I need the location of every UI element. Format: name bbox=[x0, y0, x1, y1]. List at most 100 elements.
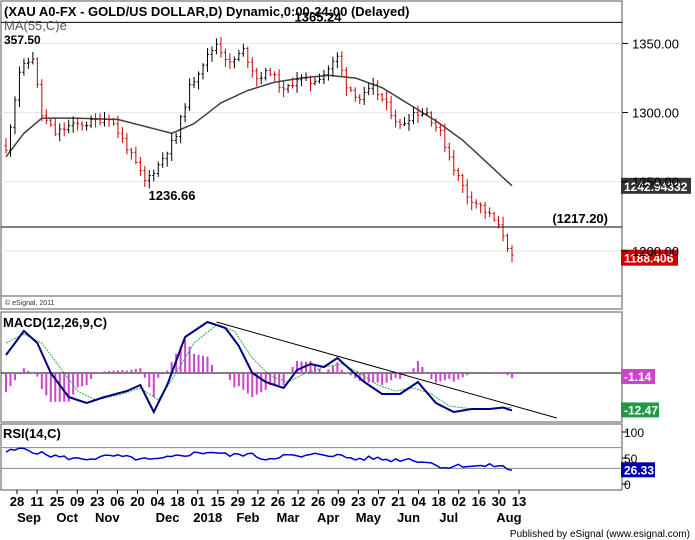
price-candle bbox=[76, 118, 80, 131]
level-annotation: (1217.20) bbox=[552, 211, 608, 226]
rsi-tick-label: 100 bbox=[624, 426, 644, 440]
price-candle bbox=[385, 90, 389, 111]
x-day-label: 02 bbox=[452, 494, 466, 509]
price-candle bbox=[250, 57, 254, 78]
price-candle bbox=[89, 115, 93, 129]
price-candle bbox=[362, 86, 366, 105]
price-candle bbox=[277, 69, 281, 93]
x-day-label: 23 bbox=[90, 494, 104, 509]
x-day-label: 09 bbox=[70, 494, 84, 509]
price-tag-box bbox=[621, 249, 678, 266]
price-candle bbox=[192, 76, 196, 89]
price-candle bbox=[304, 72, 308, 82]
price-candle bbox=[134, 146, 138, 165]
x-day-label: 11 bbox=[30, 494, 44, 509]
price-candle bbox=[295, 72, 299, 93]
price-candle bbox=[35, 57, 39, 88]
price-candle bbox=[49, 118, 53, 127]
price-candle bbox=[456, 167, 460, 182]
x-day-label: 20 bbox=[130, 494, 144, 509]
x-month-label: Dec bbox=[156, 510, 180, 525]
price-candle bbox=[183, 103, 187, 123]
price-candle bbox=[483, 202, 487, 219]
macd-line bbox=[5, 320, 513, 415]
x-day-label: 16 bbox=[472, 494, 486, 509]
price-candle bbox=[497, 215, 501, 229]
price-candle bbox=[425, 107, 429, 116]
price-candle bbox=[398, 118, 402, 129]
copyright-label: © eSignal, 2011 bbox=[5, 299, 55, 307]
x-day-label: 30 bbox=[492, 494, 506, 509]
rsi-tag: 26.33 bbox=[624, 463, 654, 477]
price-candle bbox=[214, 38, 218, 55]
price-candle bbox=[340, 51, 344, 77]
price-candle bbox=[371, 77, 375, 95]
price-candle bbox=[206, 48, 210, 72]
price-candle bbox=[286, 83, 290, 94]
x-day-label: 04 bbox=[150, 494, 165, 509]
x-day-label: 15 bbox=[211, 494, 225, 509]
ma-label: MA(55,C)e bbox=[4, 18, 67, 33]
price-candle bbox=[259, 71, 263, 85]
price-candle bbox=[80, 121, 84, 131]
price-candle bbox=[443, 123, 447, 153]
price-candle bbox=[44, 109, 48, 125]
macd-panel: -1.14 -12.47 MACD(12,26,9,C) bbox=[0, 311, 659, 423]
price-candle bbox=[237, 49, 241, 62]
rsi-tag-box bbox=[621, 462, 655, 478]
price-candle bbox=[380, 93, 384, 102]
x-day-label: 18 bbox=[170, 494, 184, 509]
price-candle bbox=[8, 124, 12, 157]
price-candle bbox=[53, 117, 57, 136]
chart-title: (XAU A0-FX - GOLD/US DOLLAR,D) Dynamic,0… bbox=[4, 4, 409, 19]
price-candle bbox=[67, 119, 71, 134]
x-day-label: 12 bbox=[291, 494, 305, 509]
price-candle bbox=[510, 245, 514, 263]
price-candle bbox=[129, 147, 133, 160]
price-candle bbox=[165, 151, 169, 167]
x-day-label: 01 bbox=[190, 494, 204, 509]
price-candle bbox=[241, 43, 245, 57]
ma-tag: 1242.94332 bbox=[624, 180, 688, 194]
price-candle bbox=[71, 116, 75, 133]
x-month-label: Nov bbox=[95, 510, 120, 525]
rsi-line bbox=[5, 447, 513, 472]
price-candle bbox=[420, 108, 424, 117]
x-axis: 28 11 25 09 23 06 20 04 18 01 15 29 12 26 12 26 09 23 07 21… bbox=[10, 490, 526, 525]
price-candle bbox=[143, 166, 147, 187]
price-candle bbox=[219, 37, 223, 58]
price-candle bbox=[322, 69, 326, 85]
price-candle bbox=[85, 121, 89, 131]
price-panel: 1365.24 1236.66 (1217.20) 1242.94332 1188.40… bbox=[0, 0, 691, 310]
price-candle bbox=[13, 96, 17, 135]
macd-tag: -12.47 bbox=[624, 403, 658, 417]
price-candle bbox=[429, 111, 433, 127]
price-candle bbox=[344, 67, 348, 96]
price-candle bbox=[31, 51, 35, 65]
x-day-label: 28 bbox=[10, 494, 24, 509]
price-candle bbox=[479, 202, 483, 214]
x-month-label: Sep bbox=[17, 510, 41, 525]
price-candle bbox=[98, 113, 102, 126]
price-candle bbox=[313, 77, 317, 86]
price-candle bbox=[264, 67, 268, 81]
price-candle bbox=[273, 71, 277, 82]
price-tick-label: 1300.00 bbox=[632, 106, 679, 121]
price-candle bbox=[210, 46, 214, 62]
price-candle bbox=[40, 79, 44, 122]
price-candle bbox=[116, 115, 120, 138]
price-candle bbox=[152, 169, 156, 182]
x-day-label: 23 bbox=[351, 494, 365, 509]
hist-tag: -1.14 bbox=[624, 370, 652, 384]
price-candle bbox=[416, 105, 420, 123]
price-candle bbox=[138, 156, 142, 176]
macd-trendline bbox=[216, 321, 557, 419]
x-day-label: 07 bbox=[371, 494, 385, 509]
price-candle bbox=[335, 52, 339, 69]
price-candle bbox=[201, 63, 205, 80]
ma-tag-box bbox=[621, 177, 691, 194]
price-candle bbox=[434, 118, 438, 132]
price-candle bbox=[179, 114, 183, 144]
price-candle bbox=[120, 127, 124, 143]
price-candle bbox=[353, 87, 357, 102]
